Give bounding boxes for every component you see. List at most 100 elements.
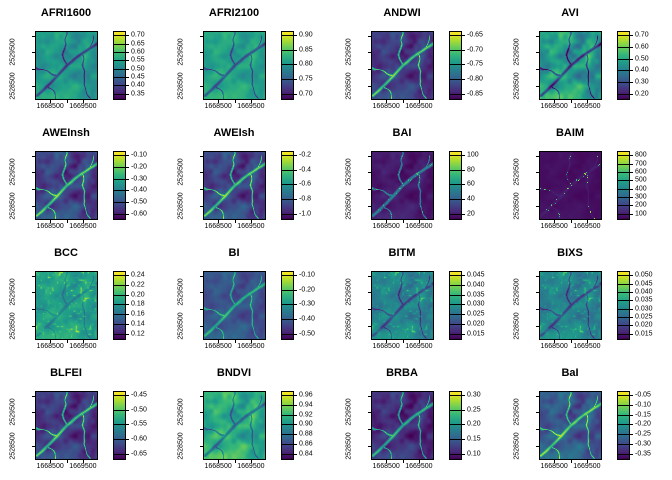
y-axis-tick <box>32 35 35 37</box>
y-axis-tick-label: 2529500 <box>9 158 17 187</box>
x-axis-tick <box>386 220 388 223</box>
legend-segment-line <box>282 199 293 201</box>
y-axis-tick <box>200 85 203 87</box>
legend-tick <box>630 434 633 436</box>
x-axis-tick <box>82 100 84 103</box>
y-axis-tick <box>368 155 371 157</box>
legend-segment-line <box>618 453 629 455</box>
legend-tick-label: 0.50 <box>131 65 145 73</box>
y-axis-tick <box>536 172 539 174</box>
legend-color-bar <box>113 31 126 100</box>
legend-tick <box>462 409 465 411</box>
legend-segment-line <box>450 169 461 171</box>
x-axis-tick <box>570 460 572 463</box>
legend-segment-line <box>114 285 125 287</box>
x-axis-tick-label: 1668500 <box>204 343 232 350</box>
legend-segment-line <box>450 304 461 306</box>
x-axis-tick <box>418 460 420 463</box>
x-axis-tick <box>418 340 420 343</box>
y-axis-tick <box>200 292 203 294</box>
legend-tick <box>630 283 633 285</box>
legend-tick-label: 80 <box>467 166 475 174</box>
legend-segment-line <box>618 316 629 318</box>
x-axis-tick-label: 1669500 <box>237 343 265 350</box>
x-axis-tick <box>234 100 236 103</box>
legend-tick-label: 0.80 <box>299 60 313 68</box>
legend-segment-line <box>450 64 461 66</box>
y-axis-tick <box>368 292 371 294</box>
x-axis-tick <box>66 460 68 463</box>
y-axis-tick-label: 2528500 <box>513 71 521 100</box>
raster-panel-bai: BAI 1668500 1669500 2529500 2528500 100 80 60 4… <box>336 120 504 240</box>
x-axis-tick-label: 1668500 <box>204 103 232 110</box>
legend-tick <box>462 314 465 316</box>
x-axis-tick <box>218 100 220 103</box>
x-axis-tick <box>50 460 52 463</box>
y-axis-tick <box>32 292 35 294</box>
x-axis-tick-label: 1668500 <box>540 103 568 110</box>
y-axis-tick-label: 2529500 <box>513 38 521 67</box>
y-axis-tick <box>32 85 35 87</box>
legend-tick-label: 0.90 <box>299 420 313 428</box>
y-axis-tick <box>200 395 203 397</box>
y-axis-tick <box>368 275 371 277</box>
legend-tick <box>630 414 633 416</box>
legend-tick-label: 0.16 <box>131 310 145 318</box>
legend-tick <box>294 79 297 81</box>
legend-segment-line <box>114 76 125 78</box>
legend-segment-line <box>618 47 629 48</box>
x-axis-tick <box>402 340 404 343</box>
legend-tick-label: 0.20 <box>131 291 145 299</box>
legend-segment-line <box>450 213 461 215</box>
x-axis-tick-label: 1669500 <box>405 463 433 470</box>
y-axis-tick <box>32 428 35 430</box>
legend-tick <box>630 81 633 83</box>
legend-tick-label: -0.80 <box>467 75 483 83</box>
raster-map-image <box>36 152 97 219</box>
legend-segment-line <box>282 79 293 81</box>
legend-tick <box>294 93 297 95</box>
panel-title: BCC <box>54 247 78 259</box>
legend-tick-label: 0.040 <box>467 281 485 289</box>
y-axis-tick-label: 2528500 <box>177 71 185 100</box>
y-axis-tick-label: 2529500 <box>345 278 353 307</box>
legend-color-bar <box>617 271 630 340</box>
legend-tick <box>126 323 129 325</box>
raster-map-image <box>372 392 433 459</box>
raster-plot-area <box>371 271 434 340</box>
legend-tick-label: 0.45 <box>131 73 145 81</box>
legend-segment-line <box>618 292 629 293</box>
x-axis-tick <box>250 220 252 223</box>
y-axis-tick-label: 2528500 <box>9 311 17 340</box>
legend-segment-line <box>618 35 629 37</box>
legend-tick-label: 0.015 <box>467 330 485 338</box>
y-axis-tick <box>200 205 203 207</box>
raster-plot-area <box>203 151 266 220</box>
legend-segment-line <box>450 79 461 81</box>
legend-segment-line <box>450 184 461 186</box>
y-axis-tick <box>536 35 539 37</box>
legend-tick <box>630 35 633 37</box>
x-axis-tick-label: 1669500 <box>69 463 97 470</box>
legend-segment-line <box>618 163 629 165</box>
y-axis-tick <box>200 445 203 447</box>
y-axis-tick-label: 2529500 <box>345 38 353 67</box>
legend-tick <box>630 172 633 173</box>
x-axis-tick <box>66 340 68 343</box>
legend-segment-line <box>114 424 125 426</box>
legend-segment-line <box>450 333 461 335</box>
legend-tick <box>126 201 129 203</box>
legend-segment-line <box>450 439 461 441</box>
x-axis-tick-label: 1669500 <box>69 343 97 350</box>
raster-panel-baim: BAIM 1668500 1669500 2529500 2528500 800 700 6… <box>504 120 672 240</box>
y-axis-tick <box>32 445 35 447</box>
x-axis-tick <box>418 100 420 103</box>
legend-segment-line <box>114 190 125 192</box>
y-axis-tick <box>200 275 203 277</box>
legend-segment-line <box>114 155 125 157</box>
legend-tick-label: -0.20 <box>299 286 315 294</box>
y-axis-tick <box>536 445 539 447</box>
y-axis-tick-label: 2529500 <box>177 278 185 307</box>
x-axis-tick <box>234 460 236 463</box>
y-axis-tick-label: 2529500 <box>177 398 185 427</box>
